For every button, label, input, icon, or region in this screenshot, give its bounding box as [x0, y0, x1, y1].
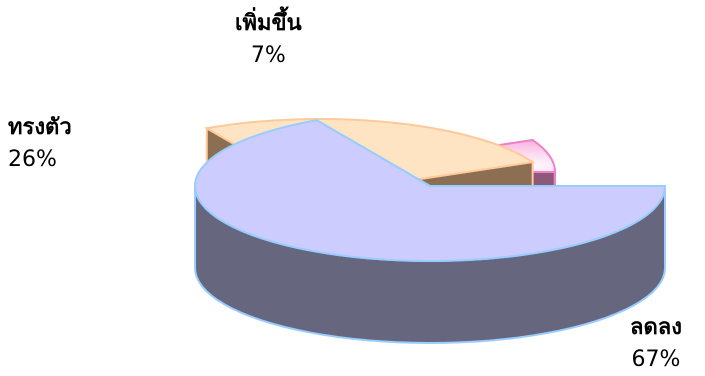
- slice-category-increase: เพิ่มขึ้น: [235, 8, 302, 40]
- slice-value-decrease: 67%: [630, 344, 682, 376]
- slice-value-stable: 26%: [8, 144, 72, 176]
- slice-category-stable: ทรงตัว: [8, 112, 72, 144]
- slice-category-decrease: ลดลง: [630, 312, 682, 344]
- slice-label-decrease: ลดลง 67%: [630, 312, 682, 376]
- slice-label-increase: เพิ่มขึ้น 7%: [235, 8, 302, 72]
- slice-label-stable: ทรงตัว 26%: [8, 112, 72, 176]
- slice-value-increase: 7%: [235, 40, 302, 72]
